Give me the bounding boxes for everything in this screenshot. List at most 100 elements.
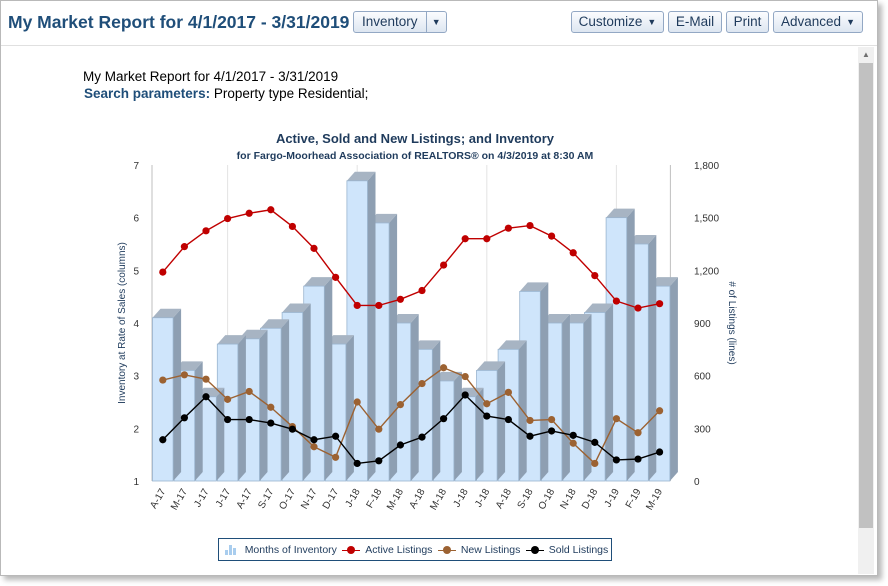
point-active-listings bbox=[224, 214, 232, 223]
line-marker-icon bbox=[525, 545, 544, 555]
bar-side bbox=[626, 208, 635, 481]
x-tick-label: A-18 bbox=[494, 487, 514, 511]
point-new-listings bbox=[634, 429, 642, 437]
bar-top bbox=[433, 371, 462, 381]
page-title: My Market Report for 4/1/2017 - 3/31/201… bbox=[8, 12, 350, 32]
legend-item-new-listings[interactable]: New Listings bbox=[437, 543, 521, 556]
chevron-down-icon[interactable]: ▼ bbox=[425, 12, 446, 32]
legend-item-active-listings[interactable]: Active Listings bbox=[342, 544, 432, 556]
x-tick-label: A-18 bbox=[408, 487, 428, 511]
y-tick-right: 600 bbox=[694, 372, 711, 383]
legend-item-months-of-inventory[interactable]: Months of Inventory bbox=[222, 544, 337, 556]
bar-side bbox=[194, 361, 203, 481]
point-new-listings bbox=[504, 388, 512, 396]
point-sold-listings bbox=[396, 441, 404, 449]
point-sold-listings bbox=[353, 459, 361, 468]
y-tick-left: 6 bbox=[133, 214, 139, 225]
bar bbox=[152, 317, 174, 482]
legend-item-sold-listings[interactable]: Sold Listings bbox=[525, 543, 609, 556]
chart-title: Active, Sold and New Listings; and Inven… bbox=[276, 131, 555, 146]
email-button[interactable]: E-Mail bbox=[668, 11, 722, 33]
point-active-listings bbox=[591, 272, 599, 280]
point-sold-listings bbox=[180, 414, 188, 422]
point-sold-listings bbox=[548, 427, 556, 435]
x-tick-label: A-17 bbox=[235, 487, 255, 511]
chevron-down-icon: ▼ bbox=[846, 17, 855, 27]
point-active-listings bbox=[180, 243, 188, 251]
point-new-listings bbox=[159, 376, 167, 384]
bar-top bbox=[238, 329, 268, 339]
point-new-listings bbox=[591, 459, 599, 468]
point-sold-listings bbox=[569, 431, 577, 439]
point-sold-listings bbox=[526, 432, 534, 440]
y-tick-right: 300 bbox=[694, 424, 711, 435]
point-sold-listings bbox=[375, 457, 383, 465]
bar-top bbox=[346, 171, 376, 181]
point-new-listings bbox=[396, 401, 404, 409]
point-new-listings bbox=[569, 439, 577, 447]
advanced-button[interactable]: Advanced ▼ bbox=[773, 11, 863, 33]
bar-top bbox=[282, 303, 311, 313]
point-active-listings bbox=[353, 301, 361, 310]
x-tick-label: J-17 bbox=[192, 487, 211, 510]
x-tick-label: J-18 bbox=[344, 487, 363, 510]
bar-chart-icon bbox=[222, 544, 240, 555]
bar-top bbox=[368, 213, 398, 223]
bar-side bbox=[281, 319, 290, 481]
email-label: E-Mail bbox=[675, 14, 715, 29]
point-sold-listings bbox=[656, 448, 664, 456]
line-marker-icon bbox=[342, 545, 361, 555]
point-active-listings bbox=[202, 227, 210, 235]
x-tick-label: M-19 bbox=[644, 487, 665, 513]
point-new-listings bbox=[461, 372, 469, 381]
x-tick-label: O-18 bbox=[537, 487, 558, 512]
x-tick-label: J-19 bbox=[603, 487, 622, 510]
customize-button[interactable]: Customize ▼ bbox=[571, 11, 664, 33]
x-tick-label: F-19 bbox=[624, 487, 644, 511]
point-active-listings bbox=[396, 295, 404, 303]
point-new-listings bbox=[332, 453, 340, 461]
point-active-listings bbox=[569, 249, 577, 257]
y-tick-right: 1,200 bbox=[694, 266, 719, 277]
scroll-up-icon[interactable]: ▲ bbox=[862, 50, 870, 59]
bar-side bbox=[410, 314, 419, 481]
y-tick-left: 1 bbox=[133, 477, 139, 488]
y-tick-left: 5 bbox=[133, 266, 139, 277]
point-active-listings bbox=[612, 297, 621, 305]
bar-top bbox=[303, 277, 333, 287]
x-tick-label: O-17 bbox=[277, 487, 298, 512]
y-tick-left: 4 bbox=[133, 319, 139, 330]
bar-side bbox=[475, 387, 484, 481]
bar-side bbox=[173, 308, 182, 481]
x-tick-label: M-18 bbox=[385, 487, 406, 513]
bar-top bbox=[390, 314, 419, 323]
bar-side bbox=[669, 277, 678, 481]
y-tick-right: 0 bbox=[694, 477, 700, 488]
bar-top bbox=[584, 303, 614, 313]
bar-top bbox=[649, 277, 678, 287]
point-sold-listings bbox=[245, 415, 253, 424]
y-tick-right: 900 bbox=[694, 319, 711, 330]
legend-label: Sold Listings bbox=[548, 543, 609, 556]
series-line-active-listings bbox=[162, 209, 660, 309]
legend-label: New Listings bbox=[460, 543, 521, 556]
point-sold-listings bbox=[504, 415, 512, 424]
print-label: Print bbox=[733, 14, 762, 29]
scrollbar-thumb[interactable] bbox=[859, 63, 873, 528]
search-parameters-label: Search parameters: bbox=[84, 86, 211, 101]
bar-side bbox=[216, 387, 225, 481]
x-tick-label: M-18 bbox=[428, 487, 449, 513]
chevron-down-icon: ▼ bbox=[647, 17, 657, 27]
bar-side bbox=[345, 335, 354, 481]
bar-top bbox=[217, 335, 246, 345]
y-tick-left: 3 bbox=[133, 372, 139, 383]
print-button[interactable]: Print bbox=[726, 11, 769, 33]
legend-label: Active Listings bbox=[365, 543, 433, 556]
point-active-listings bbox=[418, 286, 426, 295]
point-new-listings bbox=[548, 415, 556, 424]
y-tick-left: 7 bbox=[133, 161, 139, 172]
point-new-listings bbox=[656, 407, 664, 415]
view-select[interactable]: Inventory ▼ bbox=[353, 11, 447, 33]
point-new-listings bbox=[353, 398, 361, 406]
bar-side bbox=[453, 371, 462, 481]
